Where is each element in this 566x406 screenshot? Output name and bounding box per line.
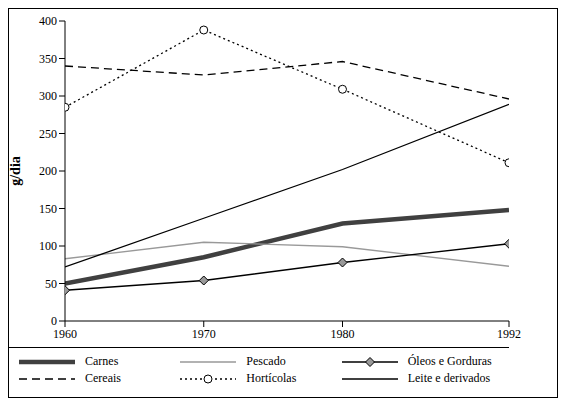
svg-text:150: 150: [39, 202, 57, 216]
svg-text:200: 200: [39, 164, 57, 178]
svg-text:0: 0: [51, 314, 57, 328]
html-text:Carnes: Carnes: [85, 354, 119, 368]
html-text:Cereais: Cereais: [85, 371, 121, 385]
svg-text:250: 250: [39, 127, 57, 141]
svg-text:1992: 1992: [497, 327, 521, 341]
svg-text:50: 50: [45, 277, 57, 291]
svg-text:100: 100: [39, 239, 57, 253]
svg-text:1970: 1970: [192, 327, 216, 341]
svg-text:1960: 1960: [53, 327, 77, 341]
svg-text:400: 400: [39, 14, 57, 28]
html-text:Óleos e Gorduras: Óleos e Gorduras: [407, 354, 492, 368]
svg-text:300: 300: [39, 89, 57, 103]
svg-text:1980: 1980: [331, 327, 355, 341]
html-text:Pescado: Pescado: [246, 354, 286, 368]
html-text:Leite e derivados: Leite e derivados: [407, 371, 491, 385]
svg-text:350: 350: [39, 52, 57, 66]
html-text:Hortícolas: Hortícolas: [246, 371, 297, 385]
svg-text:g/dia: g/dia: [9, 156, 23, 186]
